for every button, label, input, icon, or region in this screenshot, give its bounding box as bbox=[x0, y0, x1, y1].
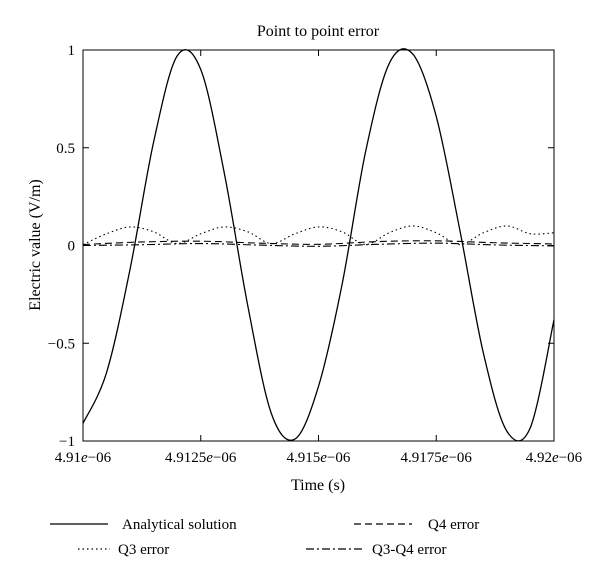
chart-title: Point to point error bbox=[257, 23, 380, 40]
x-tick-label: 4.91e−06 bbox=[55, 450, 112, 466]
x-tick-label: 4.9175e−06 bbox=[401, 450, 473, 466]
plot-frame bbox=[82, 49, 555, 442]
series-layer bbox=[82, 48, 555, 442]
legend-label-4: Q3-Q4 error bbox=[372, 542, 447, 558]
legend-label-2: Q3 error bbox=[118, 542, 169, 558]
y-tick-label: 1 bbox=[68, 43, 76, 59]
legend-label-3: Q4 error bbox=[428, 517, 479, 533]
y-tick-label: 0 bbox=[68, 239, 76, 255]
legend: Analytical solution Q3 error Q4 error Q3-Q4… bbox=[50, 517, 479, 558]
legend-label-1: Analytical solution bbox=[122, 517, 237, 533]
axes-layer: 1 0.5 0 −0.5 −14.91e−06 4.9125e−06 4.915e−06 4.… bbox=[48, 43, 583, 466]
x-axis-label: Time (s) bbox=[291, 477, 345, 494]
series-line-3 bbox=[82, 240, 555, 246]
y-axis-label: Electric value (V/m) bbox=[27, 179, 44, 311]
x-tick-label: 4.9125e−06 bbox=[165, 450, 237, 466]
x-tick-label: 4.915e−06 bbox=[287, 450, 351, 466]
series-line-1 bbox=[82, 48, 555, 442]
y-tick-label: 0.5 bbox=[56, 141, 75, 157]
y-tick-label: −0.5 bbox=[48, 336, 75, 352]
series-line-2 bbox=[82, 225, 555, 246]
y-tick-label: −1 bbox=[59, 434, 75, 450]
series-line-4 bbox=[82, 242, 555, 247]
x-tick-label: 4.92e−06 bbox=[526, 450, 583, 466]
